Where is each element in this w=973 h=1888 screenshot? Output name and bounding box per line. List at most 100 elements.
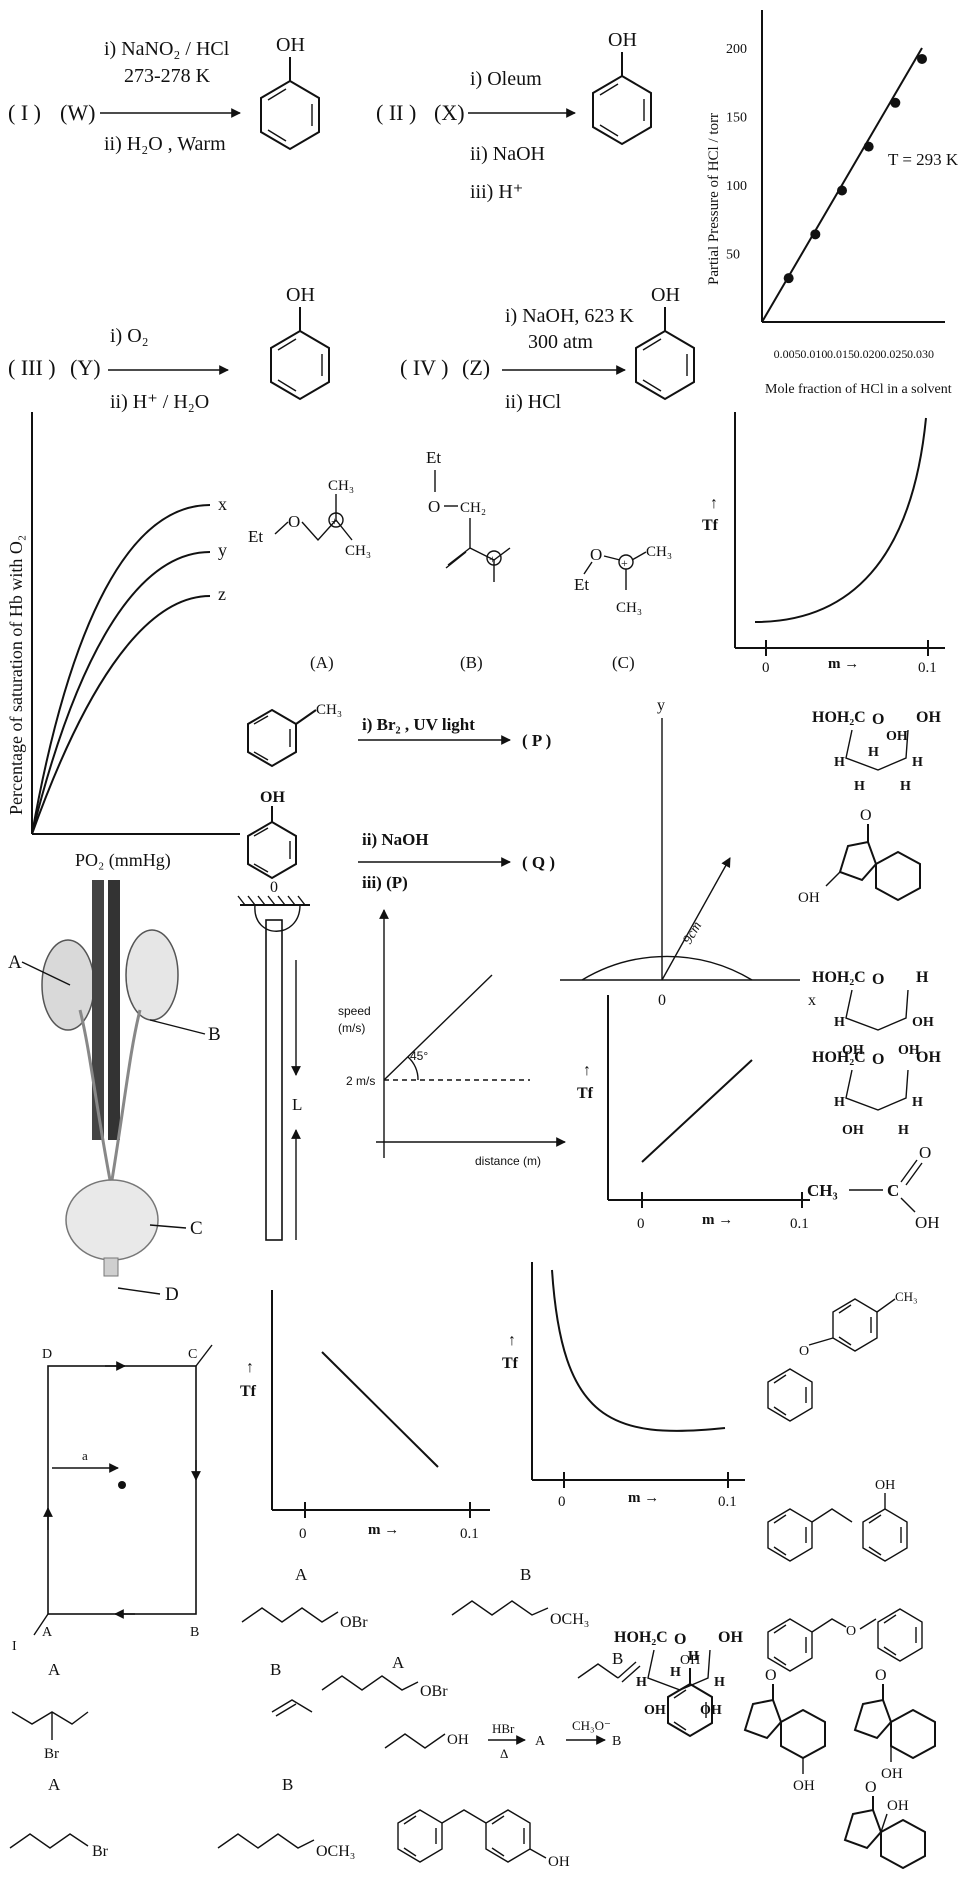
x-axis-label: x — [808, 992, 816, 1009]
corner-d-label: D — [42, 1347, 52, 1362]
urinary-bladder — [65, 1179, 159, 1261]
h-label: H — [912, 755, 923, 770]
h-label: H — [834, 755, 845, 770]
henry-x-tick-label: 0.015 — [827, 347, 854, 361]
methylene-label: CH₂ — [460, 500, 486, 516]
h-label: H — [912, 1095, 923, 1110]
option-a-label: A — [48, 1775, 61, 1794]
oh-label: OH — [680, 1653, 700, 1668]
pointer-line — [149, 1019, 206, 1035]
diaryl-ether-methyl: CH₃ O — [767, 1289, 918, 1422]
y-axis-unit: (m/s) — [338, 1021, 365, 1035]
oh-label: OH — [916, 709, 941, 726]
hydroxyl-label: OH — [887, 1798, 909, 1814]
excretory-system-diagram: A B C D — [8, 880, 221, 1305]
y-axis-label: y — [657, 697, 665, 714]
henry-data-point — [890, 97, 901, 108]
reaction-iv-reactant: (Z) — [462, 355, 490, 380]
phenol-scheme: ( I ) (W) i) NaNO₂ / HCl 273-278 K ii) H… — [8, 29, 695, 413]
label-c: C — [190, 1218, 203, 1239]
oh-label: OH — [842, 1043, 864, 1058]
option-a-label: A — [48, 1660, 61, 1679]
h-label: H — [916, 969, 929, 986]
ring-oxygen-label: O — [872, 971, 884, 988]
methyl-label: CH₃ — [895, 1289, 918, 1304]
hydroxyl-label: OH — [793, 1778, 815, 1794]
och3-label: OCH₃ — [316, 1843, 355, 1860]
x-tick-label: 0 — [637, 1216, 645, 1232]
oh-label: OH — [718, 1629, 743, 1646]
ketone-oxygen-label: O — [865, 1779, 877, 1796]
option-b-label: (B) — [460, 653, 483, 672]
henry-data-point — [783, 273, 794, 284]
henry-x-tick-label: 0.025 — [880, 347, 907, 361]
angle-arc — [407, 1056, 419, 1081]
henry-y-tick-label: 100 — [726, 179, 747, 194]
hydroxyl-label: OH — [798, 890, 820, 906]
pointer-line — [149, 1224, 187, 1229]
phenol-structure-2: OH — [592, 29, 652, 146]
speed-line — [383, 974, 493, 1081]
x-axis-label: m → — [628, 1490, 659, 1506]
obr-label: OBr — [420, 1683, 448, 1700]
hydroxyl-label: OH — [548, 1854, 570, 1870]
label-b: B — [208, 1024, 221, 1045]
h-label: H — [714, 1675, 725, 1690]
oh-label: OH — [875, 1478, 895, 1493]
hanging-rod-diagram: 0 L — [237, 879, 310, 1241]
ring-oxygen-label: O — [872, 1051, 884, 1068]
hoh2c-label: HOH₂C — [812, 709, 866, 726]
oh-label: OH — [915, 1213, 940, 1232]
benzyl-phenol-ortho: OH — [767, 1478, 908, 1562]
ring-oxygen-label: O — [872, 711, 884, 728]
carbonyl-carbon-label: C — [887, 1181, 899, 1200]
positive-charge-icon — [486, 550, 502, 566]
curve-x — [31, 504, 211, 835]
tf-line — [641, 1059, 753, 1163]
reaction-ii-reagent-3: iii) H⁺ — [470, 181, 523, 203]
oh-label: OH — [842, 1123, 864, 1138]
tf-plot-decay: ↑ Tf 0 m → 0.1 B — [502, 1262, 745, 1584]
hoh2c-label: HOH₂C — [614, 1629, 668, 1646]
reaction-i-reagent-3: ii) H₂O , Warm — [104, 133, 226, 155]
oh-label: OH — [276, 34, 305, 56]
tf-line — [321, 1351, 439, 1468]
aorta — [108, 880, 120, 1140]
h-label: H — [898, 1123, 909, 1138]
reaction-i-reagent-1: i) NaNO₂ / HCl — [104, 38, 230, 60]
bicyclic-ketone-1: O OH — [798, 807, 921, 906]
ketone-oxygen-label: O — [765, 1667, 777, 1684]
y-axis-label: speed — [338, 1004, 371, 1018]
reaction-i-reagent-2: 273-278 K — [124, 65, 211, 87]
x-tick-label: 0 — [762, 660, 770, 676]
hoh2c-label: HOH₂C — [812, 969, 866, 986]
curve-y-label: y — [218, 540, 227, 560]
oxygen-label: O — [919, 1143, 931, 1162]
option-b-label: B — [270, 1660, 281, 1679]
y-axis-label: Partial Pressure of HCl / torr — [706, 113, 722, 285]
point-charge — [118, 1481, 126, 1489]
option-a-label: A — [392, 1653, 405, 1672]
acetic-acid-structure: CH₃ C O OH — [807, 1143, 940, 1232]
benzylation-scheme: CH₃ i) Br₂ , UV light ( P ) OH ii) NaOH … — [247, 702, 555, 892]
reagent-methoxide-label: CH₃O⁻ — [572, 1718, 611, 1733]
ether-oxygen-label: O — [799, 1344, 809, 1359]
h-label: H — [854, 779, 865, 794]
oh-label: OH — [898, 1043, 920, 1058]
reaction-iv-reagent-2: 300 atm — [528, 331, 593, 353]
y-axis-label: Tf — [577, 1085, 594, 1102]
tf-plot-linear-increasing: ↑ Tf 0 m → 0.1 — [577, 995, 810, 1232]
left-kidney — [41, 939, 95, 1031]
x-axis-label: distance (m) — [475, 1154, 541, 1168]
loop-rectangle — [47, 1365, 197, 1615]
radius-label: 9cm — [680, 919, 705, 947]
sugar-structure-4: HOH₂C O OH H H H H OH OH — [614, 1629, 743, 1718]
reaction-iii-reagent-1: i) O₂ — [110, 325, 149, 347]
rod — [265, 919, 283, 1241]
current-loop-diagram: a D C A B I — [12, 1344, 213, 1654]
corner-c-label: C — [188, 1347, 197, 1362]
reaction-iv-reagent-1: i) NaOH, 623 K — [505, 305, 634, 327]
methyl-label: CH₃ — [646, 544, 672, 560]
lead-wire — [195, 1344, 213, 1367]
